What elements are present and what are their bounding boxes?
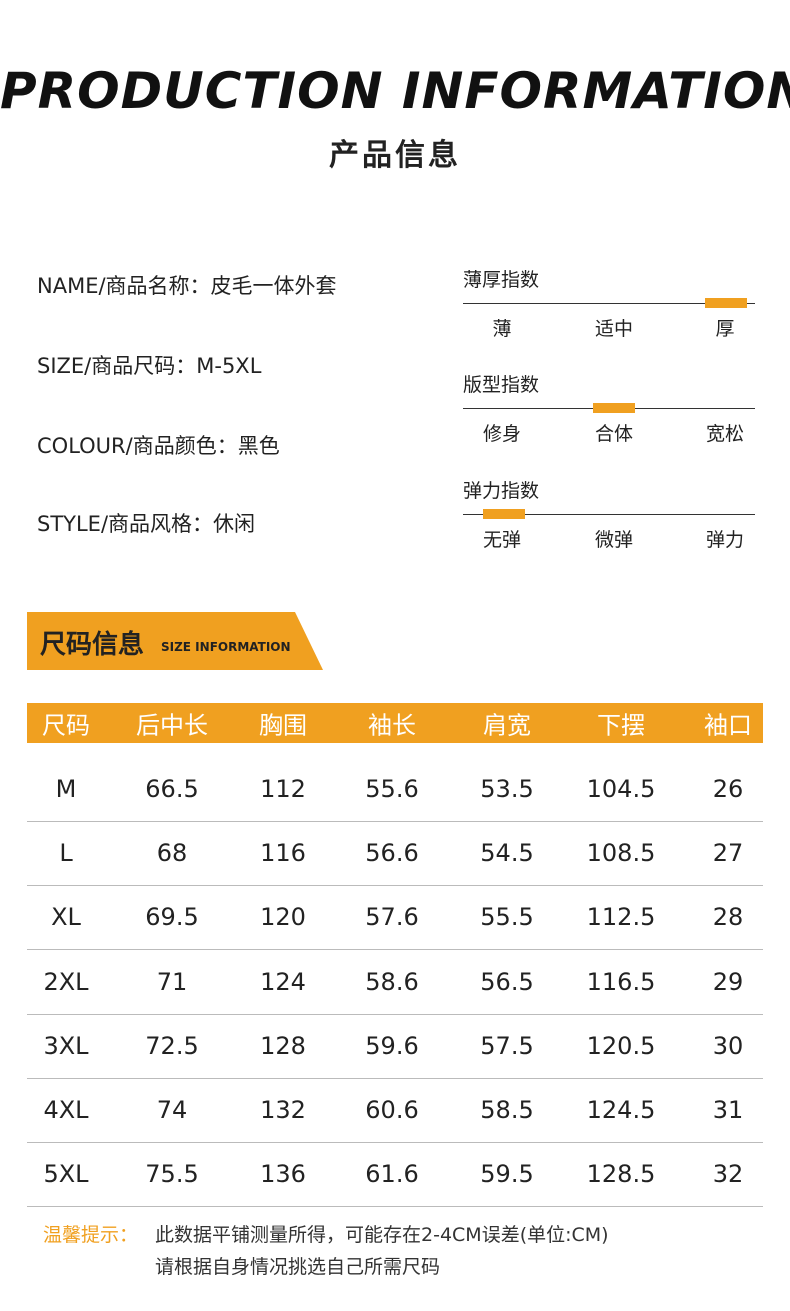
- table-cell: 112.5: [586, 903, 656, 932]
- note-line: 此数据平铺测量所得，可能存在2-4CM误差(单位:CM): [155, 1224, 609, 1246]
- row-separator: [27, 949, 763, 951]
- row-separator: [27, 1142, 763, 1143]
- index-title: 弹力指数: [463, 480, 540, 502]
- table-cell: 26: [712, 775, 744, 803]
- table-cell: 27: [712, 839, 744, 868]
- table-cell: 108.5: [586, 839, 656, 868]
- table-cell: 132: [260, 1096, 306, 1124]
- table-cell: 31: [712, 1096, 744, 1124]
- banner-title: 尺码信息: [40, 630, 145, 660]
- index-option: 微弹: [594, 529, 634, 551]
- table-header-cell: 后中长: [136, 711, 208, 740]
- table-cell: 29: [712, 967, 744, 996]
- table-cell: 53.5: [480, 775, 534, 803]
- table-header-cell: 尺码: [42, 711, 90, 740]
- index-option: 合体: [594, 423, 634, 445]
- table-cell: 30: [712, 1031, 744, 1060]
- index-title: 版型指数: [463, 374, 540, 396]
- table-cell: 75.5: [145, 1160, 199, 1189]
- table-cell: 4XL: [43, 1096, 89, 1124]
- table-cell: 59.5: [480, 1160, 534, 1189]
- table-cell: L: [59, 839, 73, 868]
- index-option: 厚: [715, 318, 735, 340]
- row-separator: [27, 1206, 763, 1208]
- index-line: [463, 303, 755, 304]
- index-marker: [593, 403, 635, 413]
- index-option: 薄: [492, 318, 512, 340]
- table-header-cell: 胸围: [259, 711, 307, 740]
- table-cell: 58.6: [365, 967, 419, 996]
- index-option: 弹力: [705, 529, 745, 551]
- row-separator: [27, 1077, 763, 1079]
- row-separator: [27, 1013, 763, 1015]
- table-cell: 61.6: [365, 1160, 419, 1189]
- table-cell: 72.5: [145, 1031, 199, 1060]
- index-option: 无弹: [482, 529, 522, 551]
- table-header-cell: 肩宽: [483, 711, 531, 740]
- table-cell: M: [55, 775, 77, 803]
- index-marker: [705, 298, 747, 308]
- table-cell: 56.6: [365, 839, 419, 868]
- index-marker: [483, 509, 525, 519]
- table-cell: 66.5: [145, 775, 199, 803]
- row-separator: [27, 885, 763, 887]
- table-cell: 3XL: [43, 1031, 89, 1060]
- table-cell: 56.5: [480, 967, 534, 996]
- note-line: 请根据自身情况挑选自己所需尺码: [155, 1256, 441, 1278]
- table-cell: 57.5: [480, 1031, 534, 1060]
- table-cell: 128: [260, 1031, 306, 1060]
- table-cell: 136: [260, 1160, 306, 1189]
- table-cell: 112: [260, 775, 306, 803]
- table-cell: 120: [260, 903, 306, 932]
- page-title: PRODUCTION INFORMATION: [0, 62, 790, 120]
- table-cell: 57.6: [365, 903, 419, 932]
- table-cell: 116: [260, 839, 306, 868]
- table-header-cell: 下摆: [597, 711, 645, 740]
- index-line: [463, 514, 755, 515]
- page-subtitle: 产品信息: [329, 138, 461, 173]
- table-cell: 116.5: [586, 967, 656, 996]
- note-label: 温馨提示：: [43, 1224, 139, 1246]
- table-cell: XL: [51, 903, 81, 932]
- table-cell: 69.5: [145, 903, 199, 932]
- table-cell: 32: [712, 1160, 744, 1189]
- table-cell: 2XL: [43, 967, 89, 996]
- table-cell: 120.5: [586, 1031, 656, 1060]
- table-header-cell: 袖长: [368, 711, 416, 740]
- index-option: 适中: [594, 318, 634, 340]
- table-cell: 68: [156, 839, 188, 868]
- table-cell: 128.5: [586, 1160, 656, 1189]
- table-cell: 74: [156, 1096, 188, 1124]
- index-option: 修身: [482, 423, 522, 445]
- table-cell: 124: [260, 967, 306, 996]
- table-header-cell: 袖口: [704, 711, 752, 740]
- table-cell: 60.6: [365, 1096, 419, 1124]
- table-cell: 55.5: [480, 903, 534, 932]
- table-cell: 58.5: [480, 1096, 534, 1124]
- table-header-bar: [27, 703, 763, 743]
- index-option: 宽松: [705, 423, 745, 445]
- info-line: COLOUR/商品颜色：黑色: [37, 434, 280, 458]
- row-separator: [27, 821, 763, 822]
- table-cell: 104.5: [586, 775, 656, 803]
- table-cell: 71: [156, 967, 188, 996]
- size-banner: [27, 612, 323, 670]
- table-cell: 28: [712, 903, 744, 932]
- table-cell: 124.5: [586, 1096, 656, 1124]
- info-line: NAME/商品名称：皮毛一体外套: [37, 274, 337, 298]
- table-cell: 59.6: [365, 1031, 419, 1060]
- index-title: 薄厚指数: [463, 269, 540, 291]
- info-line: STYLE/商品风格：休闲: [37, 512, 256, 536]
- info-line: SIZE/商品尺码：M-5XL: [37, 354, 262, 378]
- banner-subtitle: SIZE INFORMATION: [161, 640, 291, 654]
- table-cell: 55.6: [365, 775, 419, 803]
- table-cell: 5XL: [43, 1160, 89, 1189]
- table-cell: 54.5: [480, 839, 534, 868]
